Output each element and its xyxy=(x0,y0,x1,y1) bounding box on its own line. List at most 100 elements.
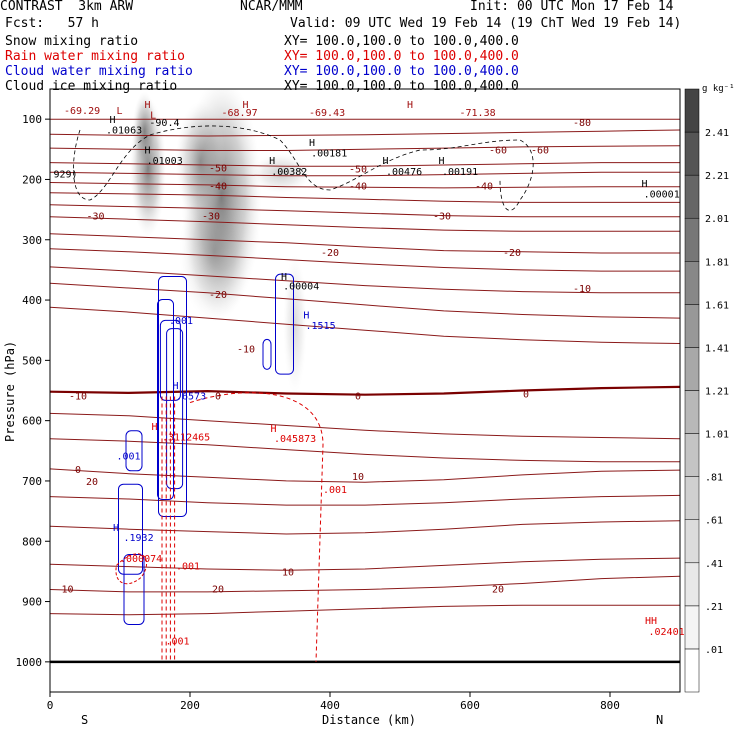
extremum-label: .000074 xyxy=(120,554,162,565)
field-name: Cloud water mixing ratio xyxy=(5,64,193,79)
extremum-label: .001 xyxy=(169,316,193,327)
colorbar-swatch xyxy=(684,433,700,477)
y-tick-label: 700 xyxy=(22,475,42,488)
colorbar-swatch xyxy=(684,476,700,520)
contour-label: 0 xyxy=(523,390,529,401)
colorbar-label: .21 xyxy=(705,602,723,613)
contour-label: 20 xyxy=(212,584,224,595)
contour-label: 0 xyxy=(355,391,361,402)
colorbar-label: 2.01 xyxy=(705,214,729,225)
y-tick-label: 900 xyxy=(22,596,42,609)
colorbar-label: 1.41 xyxy=(705,343,729,354)
temperature-contour xyxy=(50,385,680,396)
contour-label: 10 xyxy=(282,567,294,578)
extremum-label: H xyxy=(173,381,179,392)
colorbar-swatch xyxy=(684,131,700,176)
contour-label: -10 xyxy=(237,344,255,355)
cloud-water-contour xyxy=(158,276,187,518)
colorbar-swatch xyxy=(684,562,700,607)
colorbar-label: .01 xyxy=(705,645,723,656)
extremum-label: H xyxy=(243,100,249,111)
contour-label: -40 xyxy=(209,181,227,192)
contour-label: -10 xyxy=(573,284,591,295)
extremum-label: .001 xyxy=(117,452,141,463)
temperature-contour xyxy=(50,145,680,151)
colorbar-label: 1.61 xyxy=(705,300,729,311)
temperature-contour xyxy=(50,233,680,254)
extremum-label: -90.4 xyxy=(149,118,179,129)
x-tick-label: 200 xyxy=(180,699,200,712)
temperature-contour xyxy=(50,182,680,189)
field-name: Cloud ice mixing ratio xyxy=(5,79,178,94)
extremum-label: H xyxy=(407,100,413,111)
extremum-label: H xyxy=(152,422,158,433)
colorbar-label: 1.81 xyxy=(705,257,729,268)
x-axis-label: Distance (km) xyxy=(322,713,416,727)
extremum-label: .1515 xyxy=(306,321,336,332)
extremum-label: .3112465 xyxy=(162,432,210,443)
contour-label: -50 xyxy=(209,163,227,174)
colorbar-label: .61 xyxy=(705,516,723,527)
extremum-label: H xyxy=(439,156,445,167)
extremum-label: L xyxy=(117,106,123,117)
temperature-contour xyxy=(50,494,680,506)
cloud-water-contour xyxy=(157,299,174,501)
y-tick-label: 600 xyxy=(22,415,42,428)
cloud-water-contour xyxy=(275,273,294,375)
contour-label: 0 xyxy=(75,465,81,476)
colorbar-swatch xyxy=(684,347,700,391)
field-xy: XY= 100.0,100.0 to 100.0,400.0 xyxy=(284,79,519,94)
temperature-contour xyxy=(50,204,680,218)
y-tick-label: 300 xyxy=(22,234,42,247)
contour-label: -30 xyxy=(202,212,220,223)
extremum-label: .00004 xyxy=(283,282,319,293)
field-xy: XY= 100.0,100.0 to 100.0,400.0 xyxy=(284,49,519,64)
temperature-contour xyxy=(50,412,680,440)
colorbar-swatch xyxy=(684,261,700,305)
temperature-contour xyxy=(50,575,680,593)
extremum-label: H xyxy=(383,156,389,167)
field-name: Rain water mixing ratio xyxy=(5,49,186,64)
contour-label: -20 xyxy=(503,248,521,259)
field-xy: XY= 100.0,100.0 to 100.0,400.0 xyxy=(284,34,519,49)
y-tick-label: 200 xyxy=(22,173,42,186)
temperature-contour xyxy=(50,438,680,463)
forecast-hour: Fcst: 57 h xyxy=(5,16,99,31)
extremum-label: -69.29 xyxy=(64,106,100,117)
extremum-label: .6573 xyxy=(176,391,206,402)
x-tick-label: 800 xyxy=(600,699,620,712)
colorbar-label: 1.01 xyxy=(705,430,729,441)
cloud-water-contour xyxy=(125,430,143,472)
temperature-contour xyxy=(50,171,680,177)
contour-label: 20 xyxy=(86,477,98,488)
temperature-contour xyxy=(50,520,680,535)
valid-time: Valid: 09 UTC Wed 19 Feb 14 (19 ChT Wed … xyxy=(290,16,682,31)
x-tick-label: 0 xyxy=(47,699,54,712)
field-name: Snow mixing ratio xyxy=(5,34,139,49)
temperature-contour xyxy=(50,266,680,294)
extremum-label: -71.38 xyxy=(460,108,496,119)
colorbar-swatch xyxy=(684,648,700,693)
colorbar-swatch xyxy=(684,88,700,133)
extremum-label: .00001 xyxy=(644,189,680,200)
snow-shading xyxy=(283,254,307,395)
colorbar-label: 1.21 xyxy=(705,387,729,398)
colorbar-label: 2.41 xyxy=(705,128,729,139)
extremum-label: H xyxy=(281,272,287,283)
rain-water-contour xyxy=(189,392,324,662)
y-tick-label: 100 xyxy=(22,113,42,126)
colorbar-swatch xyxy=(684,605,700,650)
contour-label: 20 xyxy=(492,584,504,595)
extremum-label: .01063 xyxy=(106,125,142,136)
x-tick-label: 600 xyxy=(460,699,480,712)
extremum-label: H xyxy=(309,138,315,149)
init-valid: Init: 00 UTC Mon 17 Feb 14 xyxy=(470,0,674,14)
colorbar-unit: g kg⁻¹ xyxy=(702,84,735,94)
y-tick-label: 400 xyxy=(22,294,42,307)
x-tick-label: 400 xyxy=(320,699,340,712)
extremum-label: .001 xyxy=(323,485,347,496)
temperature-contour xyxy=(50,162,680,167)
extremum-label: H xyxy=(145,145,151,156)
extremum-label: .01003 xyxy=(147,156,183,167)
contour-label: -50 xyxy=(349,165,367,176)
